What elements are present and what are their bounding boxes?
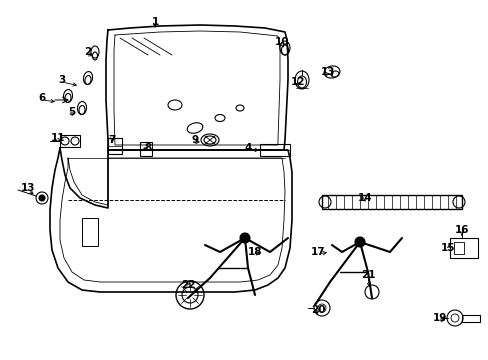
Text: 7: 7 xyxy=(108,135,116,145)
Text: 13: 13 xyxy=(20,183,35,193)
Bar xyxy=(449,238,477,258)
Circle shape xyxy=(240,233,249,243)
Text: 4: 4 xyxy=(244,143,251,153)
Bar xyxy=(321,195,461,209)
Bar xyxy=(453,242,463,254)
Text: 17: 17 xyxy=(310,247,325,257)
Text: 14: 14 xyxy=(357,193,371,203)
Text: 8: 8 xyxy=(144,143,151,153)
Circle shape xyxy=(39,195,45,201)
Text: 2: 2 xyxy=(84,47,91,57)
Text: 10: 10 xyxy=(274,37,289,47)
Text: 9: 9 xyxy=(191,135,198,145)
Text: 11: 11 xyxy=(51,133,65,143)
Text: 1: 1 xyxy=(151,17,158,27)
Bar xyxy=(140,142,152,156)
Text: 13: 13 xyxy=(320,67,335,77)
Text: 22: 22 xyxy=(181,280,195,290)
Text: 6: 6 xyxy=(38,93,45,103)
Text: 15: 15 xyxy=(440,243,454,253)
Circle shape xyxy=(354,237,364,247)
Bar xyxy=(82,218,98,246)
Text: 3: 3 xyxy=(58,75,65,85)
Bar xyxy=(260,144,289,156)
Text: 16: 16 xyxy=(454,225,468,235)
Text: 18: 18 xyxy=(247,247,262,257)
Text: 21: 21 xyxy=(360,270,374,280)
Text: 20: 20 xyxy=(310,305,325,315)
Bar xyxy=(60,135,80,147)
Bar xyxy=(108,138,122,154)
Text: 19: 19 xyxy=(432,313,446,323)
Text: 12: 12 xyxy=(290,77,305,87)
Text: 5: 5 xyxy=(68,107,76,117)
Bar xyxy=(461,315,479,322)
